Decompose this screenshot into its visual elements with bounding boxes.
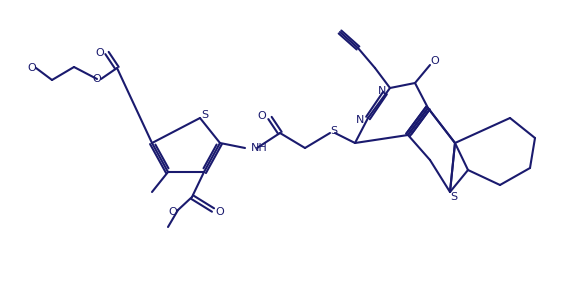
Text: O: O (27, 63, 36, 73)
Text: N: N (356, 115, 364, 125)
Text: O: O (168, 207, 177, 217)
Text: O: O (258, 111, 266, 121)
Text: S: S (451, 192, 458, 202)
Text: S: S (202, 110, 209, 120)
Text: O: O (216, 207, 224, 217)
Text: NH: NH (251, 143, 268, 153)
Text: O: O (431, 56, 440, 66)
Text: N: N (378, 86, 386, 96)
Text: O: O (93, 74, 101, 84)
Text: S: S (331, 126, 338, 136)
Text: O: O (96, 48, 104, 58)
